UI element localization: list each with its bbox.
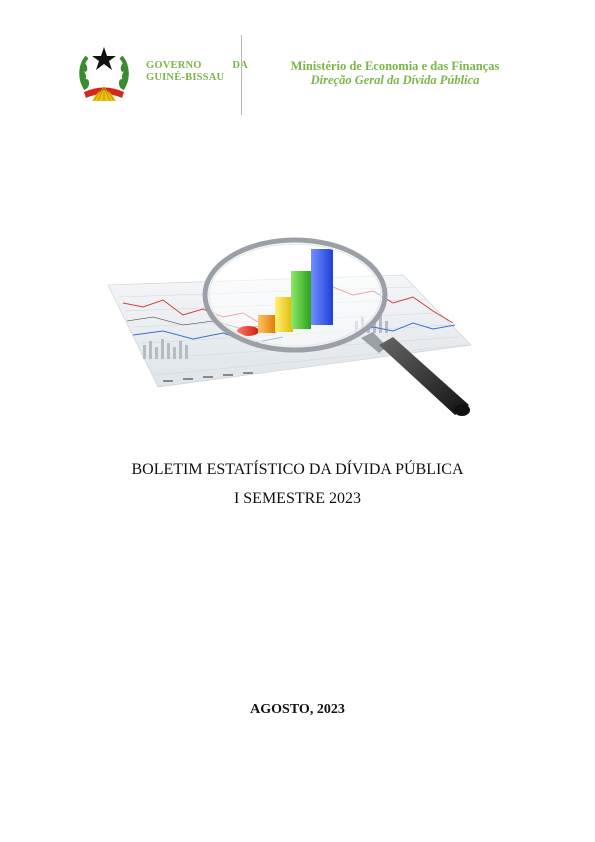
header-divider bbox=[241, 35, 242, 115]
document-header: GOVERNO DA GUINÉ-BISSAU Ministério de Ec… bbox=[75, 33, 520, 115]
publication-date: AGOSTO, 2023 bbox=[250, 702, 345, 717]
magnifier-chart-illustration bbox=[107, 237, 472, 416]
report-title: BOLETIM ESTATÍSTICO DA DÍVIDA PÚBLICA bbox=[131, 461, 464, 478]
report-period: I SEMESTRE 2023 bbox=[233, 490, 362, 507]
government-word: GOVERNO bbox=[146, 60, 202, 71]
directorate-name: Direção Geral da Dívida Pública bbox=[310, 73, 480, 87]
ministry-name: Ministério de Economia e das Finanças bbox=[290, 59, 500, 73]
country-name: GUINÉ-BISSAU bbox=[146, 72, 225, 83]
coat-of-arms-icon bbox=[79, 47, 129, 102]
ministry-block: Ministério de Economia e das Finanças Di… bbox=[245, 59, 545, 87]
government-name: GOVERNO DA GUINÉ-BISSAU bbox=[146, 60, 248, 84]
government-preposition: DA bbox=[232, 60, 248, 72]
